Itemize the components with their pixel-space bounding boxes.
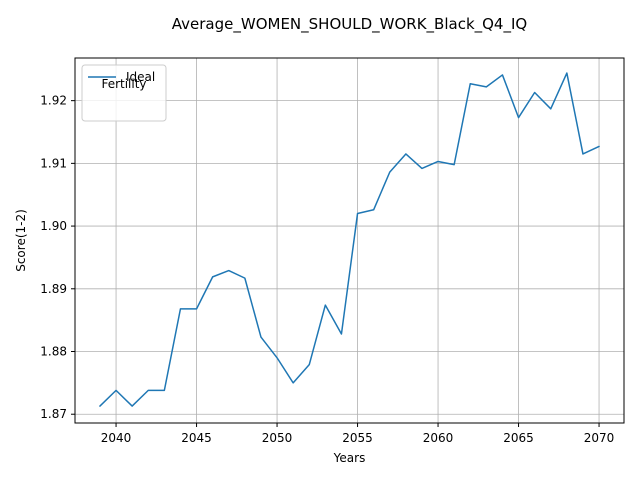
- y-axis: 1.87 1.88 1.89 1.90 1.91 1.92: [40, 94, 75, 421]
- y-tick-label: 1.91: [40, 156, 67, 170]
- y-tick-label: 1.87: [40, 407, 67, 421]
- x-tick-label: 2065: [503, 431, 534, 445]
- y-tick-label: 1.89: [40, 282, 67, 296]
- y-tick-label: 1.92: [40, 94, 67, 108]
- x-tick-label: 2060: [423, 431, 454, 445]
- x-tick-label: 2045: [181, 431, 212, 445]
- y-tick-label: 1.88: [40, 345, 67, 359]
- x-tick-label: 2055: [342, 431, 373, 445]
- legend: Fertility Ideal: [81, 64, 167, 122]
- x-axis: 2040 2045 2050 2055 2060 2065 2070: [101, 423, 615, 445]
- plot-frame: [74, 57, 625, 424]
- series-layer: [99, 72, 600, 407]
- y-axis-label: Score(1-2): [14, 209, 28, 272]
- legend-label-ideal: Ideal: [126, 70, 155, 84]
- legend-title: Fertility: [101, 77, 146, 91]
- grid-lines: [75, 58, 624, 423]
- chart-title: Average_WOMEN_SHOULD_WORK_Black_Q4_IQ: [172, 15, 527, 34]
- x-tick-label: 2040: [101, 431, 132, 445]
- series-line-ideal: [99, 72, 600, 407]
- x-tick-label: 2050: [262, 431, 293, 445]
- y-tick-label: 1.90: [40, 219, 67, 233]
- x-axis-label: Years: [333, 451, 366, 465]
- x-tick-label: 2070: [584, 431, 615, 445]
- legend-box: [81, 64, 167, 122]
